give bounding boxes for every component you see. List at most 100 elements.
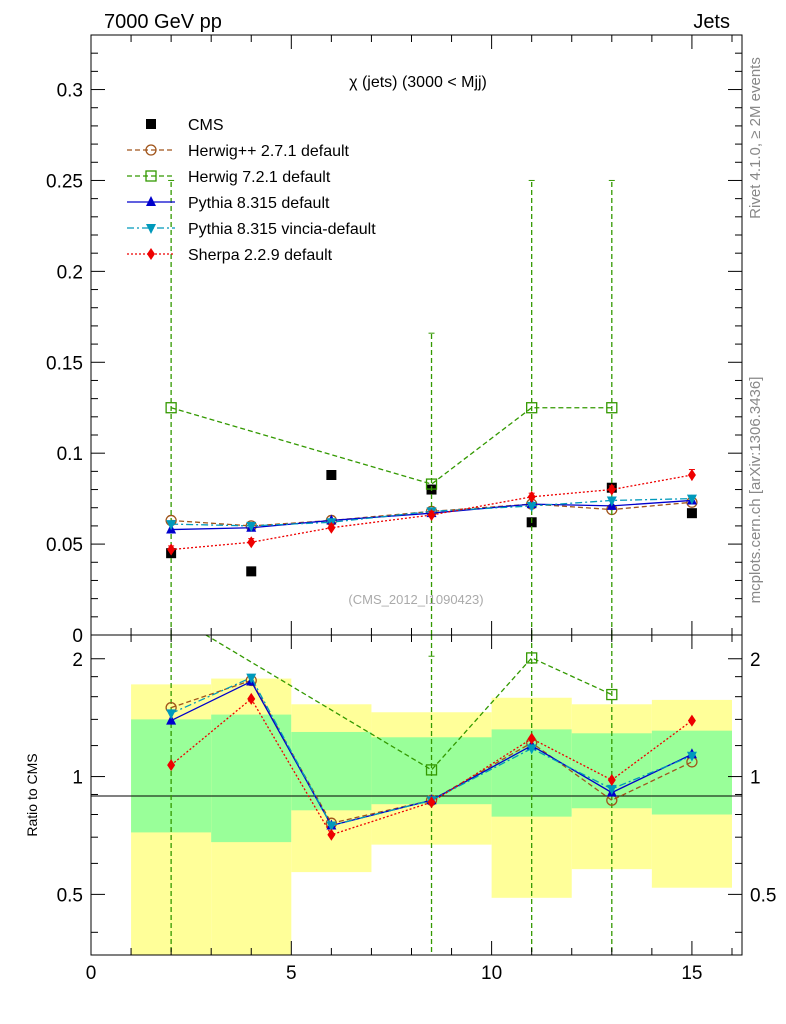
ratio-ytick-label-left: 0.5 xyxy=(57,885,83,906)
data-point xyxy=(527,490,536,503)
data-point xyxy=(427,509,436,521)
data-point xyxy=(166,520,177,531)
legend-item: Pythia 8.315 vincia-default xyxy=(127,221,376,238)
ratio-point xyxy=(527,732,536,745)
legend-item: Herwig++ 2.7.1 default xyxy=(127,143,350,160)
band-inner xyxy=(211,714,292,843)
legend-label: Pythia 8.315 default xyxy=(188,195,330,212)
ratio-point xyxy=(526,744,537,755)
header-right: Jets xyxy=(693,11,730,33)
legend-label: Herwig++ 2.7.1 default xyxy=(188,143,350,160)
main-ytick-label: 0.05 xyxy=(46,535,83,556)
ratio-point xyxy=(606,784,617,795)
legend-marker xyxy=(147,248,155,260)
main-ytick-label: 0.3 xyxy=(57,81,83,102)
data-point xyxy=(606,402,618,414)
data-point xyxy=(526,501,537,512)
main-marks xyxy=(165,179,698,635)
main-ytick-label: 0.25 xyxy=(46,171,83,192)
data-point xyxy=(425,478,438,490)
data-point xyxy=(247,536,256,549)
ratio-marks xyxy=(165,635,698,955)
ratio-point xyxy=(607,773,616,786)
ratio-series-line xyxy=(204,635,613,771)
main-ytick-label: 0.2 xyxy=(57,262,83,283)
ratio-ytick-label-left: 1 xyxy=(72,768,83,789)
main-watermark: (CMS_2012_I1090423) xyxy=(348,592,483,607)
legend-marker xyxy=(146,196,156,206)
ratio-point xyxy=(606,688,618,701)
ratio-xticks: 0 5 10 15 xyxy=(86,635,733,984)
main-panel: 0 0.05 0.1 0.15 0.2 0.25 0.3 χ (jets) (3000 < … xyxy=(46,34,743,647)
ratio-ytick-label-right: 0.5 xyxy=(750,885,776,906)
ratio-xtick-label: 15 xyxy=(681,963,702,984)
legend-label: Herwig 7.2.1 default xyxy=(188,169,331,186)
data-point xyxy=(326,470,337,480)
ratio-panel: 0.5 0.5 1 1 2 2 0 5 10 15 Ratio to CMS xyxy=(24,634,776,984)
data-point xyxy=(607,483,616,496)
ratio-xtick-label: 10 xyxy=(481,963,502,984)
data-point xyxy=(165,402,177,414)
ratio-point xyxy=(167,759,176,772)
legend-label: CMS xyxy=(188,117,224,134)
main-title: χ (jets) (3000 < Mjj) xyxy=(349,74,487,91)
ratio-ytick-label-right: 1 xyxy=(750,768,761,789)
ratio-xtick-label: 0 xyxy=(86,963,97,984)
data-point xyxy=(327,521,336,534)
legend-marker xyxy=(146,224,156,234)
ratio-frame xyxy=(90,634,743,956)
legend: CMS Herwig++ 2.7.1 default Herwig 7.2.1 de… xyxy=(127,117,376,264)
data-point xyxy=(167,543,176,556)
band-inner xyxy=(651,730,732,815)
ratio-bands xyxy=(131,678,732,955)
legend-item: CMS xyxy=(146,117,224,134)
legend-marker xyxy=(145,170,157,182)
main-yticks: 0 0.05 0.1 0.15 0.2 0.25 0.3 xyxy=(46,52,742,647)
ratio-point xyxy=(166,714,177,725)
ratio-ylabel: Ratio to CMS xyxy=(24,753,40,836)
series-5 xyxy=(167,469,696,556)
ratio-ytick-label-right: 2 xyxy=(750,650,761,671)
ratio-point xyxy=(327,828,336,841)
ratio-point xyxy=(686,751,697,762)
data-point xyxy=(687,469,696,481)
data-point xyxy=(246,566,257,577)
legend-item: Herwig 7.2.1 default xyxy=(127,169,331,186)
legend-label: Pythia 8.315 vincia-default xyxy=(188,221,376,238)
main-ytick-label: 0.1 xyxy=(57,444,83,465)
series-2 xyxy=(165,179,618,635)
ratio-point xyxy=(326,821,337,832)
ratio-xtick-label: 5 xyxy=(286,963,297,984)
ratio-point xyxy=(526,652,538,664)
data-point xyxy=(526,402,538,414)
main-xticks xyxy=(90,35,733,635)
data-point xyxy=(686,508,697,519)
ratio-series-4 xyxy=(167,692,696,841)
header-left: 7000 GeV pp xyxy=(104,11,222,33)
ratio-point xyxy=(166,709,177,720)
main-ytick-label: 0.15 xyxy=(46,353,83,374)
rivet-label: Rivet 4.1.0, ≥ 2M events xyxy=(747,57,764,219)
ratio-series-3 xyxy=(166,673,697,832)
data-point xyxy=(686,494,697,505)
data-point xyxy=(246,521,257,532)
legend-label: Sherpa 2.2.9 default xyxy=(188,247,333,264)
ratio-point xyxy=(687,714,696,727)
ratio-point xyxy=(427,796,436,809)
series-line xyxy=(170,407,612,485)
legend-item: Sherpa 2.2.9 default xyxy=(127,247,333,264)
ratio-series-1 xyxy=(204,635,618,776)
mcplots-label: mcplots.cern.ch [arXiv:1306.3436] xyxy=(747,377,764,604)
legend-item: Pythia 8.315 default xyxy=(127,195,330,212)
ratio-point xyxy=(247,692,256,705)
ratio-yticks: 0.5 0.5 1 1 2 2 xyxy=(57,650,776,933)
ratio-ytick-label-left: 2 xyxy=(72,650,83,671)
band-inner xyxy=(291,731,372,811)
main-ytick-label: 0 xyxy=(72,626,83,647)
data-point xyxy=(606,496,617,507)
legend-marker xyxy=(145,144,157,156)
legend-marker xyxy=(146,119,156,129)
ratio-point xyxy=(425,764,438,776)
ratio-point xyxy=(246,673,257,684)
